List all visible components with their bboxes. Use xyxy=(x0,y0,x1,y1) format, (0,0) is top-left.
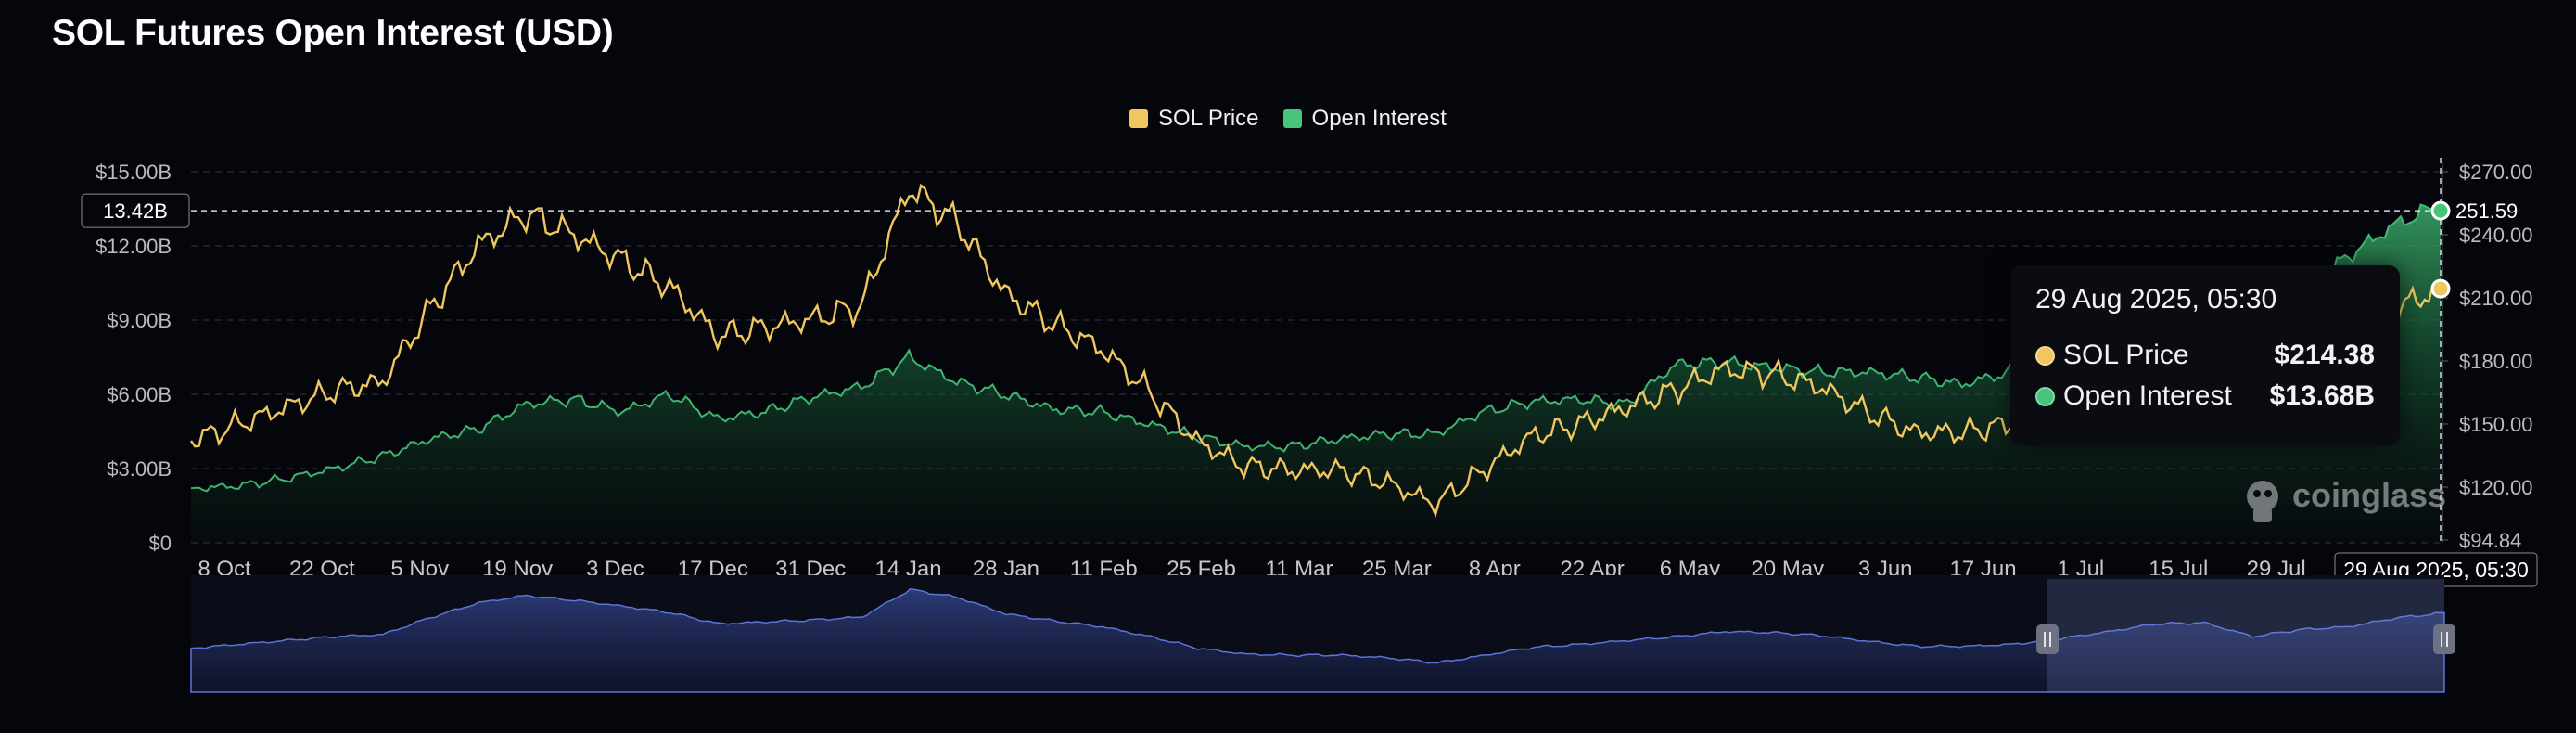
chart-legend: SOL Price Open Interest xyxy=(0,106,2576,132)
y-left-tick: $9.00B xyxy=(107,309,172,332)
legend-item-sol-price[interactable]: SOL Price xyxy=(1129,106,1259,132)
tooltip-value: $13.68B xyxy=(2269,380,2375,411)
legend-label: Open Interest xyxy=(1311,106,1447,131)
y-left-tick: $3.00B xyxy=(107,457,172,481)
legend-label: SOL Price xyxy=(1158,106,1259,131)
y-left-tick: $6.00B xyxy=(107,383,172,406)
navigator-handle-left[interactable] xyxy=(2036,624,2059,654)
oi-area xyxy=(191,204,2441,543)
y-left-tick: $15.00B xyxy=(96,161,172,184)
chart-tooltip: 29 Aug 2025, 05:30 SOL Price $214.38 Ope… xyxy=(2010,265,2400,445)
tooltip-label: SOL Price xyxy=(2063,340,2189,370)
y-right-tick: $180.00 xyxy=(2459,350,2533,373)
y-right-tick: $150.00 xyxy=(2459,413,2533,436)
legend-swatch xyxy=(1129,109,1149,128)
range-navigator[interactable] xyxy=(190,575,2455,693)
crosshair-left-label: 13.42B xyxy=(103,199,168,223)
legend-swatch xyxy=(1282,109,1302,128)
y-left-tick: $0 xyxy=(149,532,172,555)
tooltip-row-price: SOL Price $214.38 xyxy=(2035,340,2375,371)
legend-item-open-interest[interactable]: Open Interest xyxy=(1282,106,1447,132)
navigator-handle-body xyxy=(2036,624,2059,654)
navigator-series xyxy=(190,588,2445,693)
y-right-tick: $120.00 xyxy=(2459,476,2533,499)
y-right-tick: $240.00 xyxy=(2459,224,2533,247)
navigator-handle-right[interactable] xyxy=(2433,624,2455,654)
tooltip-dot xyxy=(2035,386,2055,406)
y-right-tick: $270.00 xyxy=(2459,161,2533,184)
tooltip-title: 29 Aug 2025, 05:30 xyxy=(2035,284,2277,315)
coinglass-logo-icon xyxy=(2247,481,2278,522)
y-left-tick: $12.00B xyxy=(96,235,172,258)
page-title: SOL Futures Open Interest (USD) xyxy=(52,13,614,53)
tooltip-row-oi: Open Interest $13.68B xyxy=(2035,380,2375,412)
tooltip-value: $214.38 xyxy=(2274,340,2375,370)
y-right-tick: $210.00 xyxy=(2459,287,2533,310)
watermark-text: coinglass xyxy=(2292,476,2446,514)
y-right-tick: $94.84 xyxy=(2459,529,2521,552)
navigator-handle-body xyxy=(2433,624,2455,654)
tooltip-label: Open Interest xyxy=(2063,380,2232,411)
oi-marker xyxy=(2430,200,2451,221)
tooltip-dot xyxy=(2035,345,2055,366)
crosshair-right-label: 251.59 xyxy=(2455,199,2518,223)
watermark: coinglass xyxy=(2247,476,2446,522)
price-marker xyxy=(2430,278,2451,299)
navigator-selection[interactable] xyxy=(2047,579,2444,692)
